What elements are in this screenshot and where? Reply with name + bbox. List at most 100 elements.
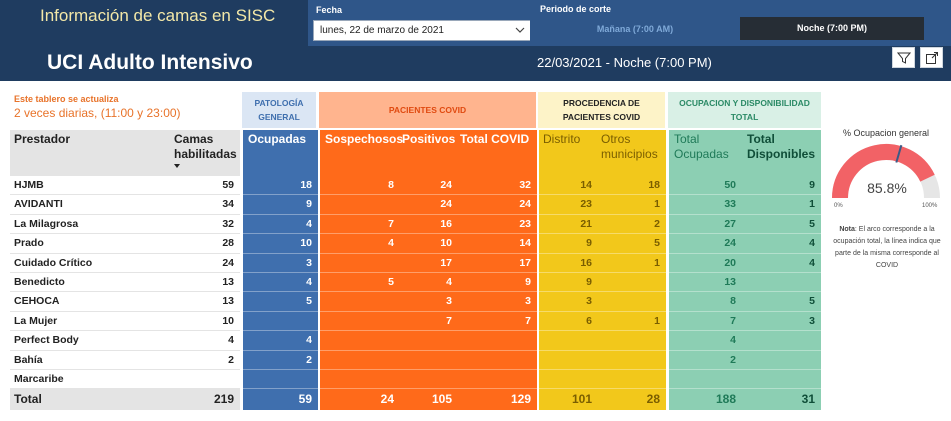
row-cell-camas: 32 — [172, 215, 240, 235]
row-cell-camas: 13 — [172, 292, 240, 312]
col-header-sospechosos[interactable]: Sospechosos — [325, 132, 404, 146]
total-positivos: 105 — [431, 392, 452, 406]
row-cell-camas: 4 — [172, 331, 240, 351]
row-cell-total-covid — [458, 331, 537, 351]
col-header-positivos[interactable]: Positivos — [402, 132, 456, 146]
row-cell-positivos: 10 — [400, 234, 458, 254]
period-filter-label: Periodo de corte — [540, 4, 612, 14]
group-header-procedencia: PROCEDENCIA DE PACIENTES COVID — [538, 92, 665, 128]
col-header-prestador[interactable]: Prestador — [14, 132, 71, 146]
row-cell-positivos: 4 — [400, 273, 458, 293]
row-cell-distrito: 6 — [539, 312, 598, 332]
row-cell-total-ocupadas — [669, 370, 742, 390]
sort-desc-icon — [174, 164, 180, 168]
total-sospechosos: 24 — [380, 392, 394, 406]
row-cell-otros — [598, 273, 666, 293]
row-cell-distrito: 21 — [539, 215, 598, 235]
total-total-disponibles: 31 — [801, 392, 815, 406]
row-cell-total-disponibles: 1 — [742, 195, 821, 215]
row-cell-positivos: 24 — [400, 176, 458, 196]
row-cell-otros — [598, 331, 666, 351]
row-cell-total-ocupadas: 33 — [669, 195, 742, 215]
row-cell-ocupadas: 2 — [243, 351, 318, 370]
filter-icon — [897, 52, 911, 64]
row-prestador: Cuidado Crítico — [10, 254, 172, 273]
row-cell-camas: 24 — [172, 254, 240, 273]
col-header-total-disponibles[interactable]: Total Disponibles — [747, 132, 816, 161]
col-header-total-ocupadas[interactable]: Total Ocupadas — [674, 132, 729, 161]
row-cell-sospechosos: 4 — [320, 234, 400, 254]
total-otros: 28 — [646, 392, 660, 406]
row-cell-ocupadas: 4 — [243, 215, 318, 235]
row-cell-sospechosos: 7 — [320, 215, 400, 235]
row-cell-positivos: 17 — [400, 254, 458, 273]
col-header-distrito[interactable]: Distrito — [543, 132, 581, 146]
period-option-noche[interactable]: Noche (7:00 PM) — [740, 17, 924, 40]
row-cell-distrito: 14 — [539, 176, 598, 196]
expand-button[interactable] — [920, 47, 943, 68]
row-cell-total-disponibles: 4 — [742, 254, 821, 273]
row-cell-positivos — [400, 331, 458, 351]
period-option-manana[interactable]: Mañana (7:00 AM) — [596, 24, 674, 34]
row-cell-ocupadas: 10 — [243, 234, 318, 254]
row-cell-distrito: 23 — [539, 195, 598, 215]
row-cell-otros: 1 — [598, 254, 666, 273]
row-cell-otros — [598, 292, 666, 312]
gauge-covid-marker — [895, 144, 903, 163]
gauge-note-text: : El arco corresponde a la ocupación tot… — [833, 226, 941, 269]
row-cell-sospechosos — [320, 254, 400, 273]
row-cell-camas: 28 — [172, 234, 240, 254]
date-select-value: lunes, 22 de marzo de 2021 — [320, 25, 444, 36]
row-cell-total-disponibles: 4 — [742, 234, 821, 254]
row-cell-otros: 2 — [598, 215, 666, 235]
row-cell-positivos: 7 — [400, 312, 458, 332]
row-cell-distrito — [539, 351, 598, 370]
row-cell-camas: 2 — [172, 351, 240, 370]
procedencia-column-bg — [539, 130, 666, 410]
row-cell-total-ocupadas: 4 — [669, 331, 742, 351]
expand-icon — [926, 52, 938, 64]
row-cell-positivos: 16 — [400, 215, 458, 235]
col-header-ocupadas[interactable]: Ocupadas — [248, 132, 307, 146]
update-notice-line1: Este tablero se actualiza — [14, 94, 119, 104]
row-cell-total-disponibles — [742, 370, 821, 390]
row-cell-total-disponibles — [742, 331, 821, 351]
positivos-column: 24 24 16 10 17 4 3 7 — [400, 176, 458, 390]
date-select[interactable]: lunes, 22 de marzo de 2021 — [313, 20, 531, 41]
row-cell-positivos: 3 — [400, 292, 458, 312]
row-cell-total-covid: 9 — [458, 273, 537, 293]
row-cell-total-ocupadas: 27 — [669, 215, 742, 235]
chevron-down-icon — [515, 27, 525, 33]
row-cell-otros: 5 — [598, 234, 666, 254]
date-filter-label: Fecha — [316, 5, 343, 15]
row-cell-ocupadas: 9 — [243, 195, 318, 215]
col-header-camas[interactable]: Camas habilitadas — [174, 132, 237, 161]
filter-button[interactable] — [892, 47, 915, 68]
row-cell-ocupadas — [243, 370, 318, 390]
row-cell-ocupadas: 4 — [243, 331, 318, 351]
col-header-total-covid[interactable]: Total COVID — [460, 132, 530, 146]
row-prestador: Perfect Body — [10, 331, 172, 351]
row-cell-total-disponibles — [742, 351, 821, 370]
row-cell-sospechosos — [320, 292, 400, 312]
row-cell-distrito: 9 — [539, 234, 598, 254]
app-title: Información de camas en SISC — [40, 6, 276, 25]
row-cell-total-ocupadas: 2 — [669, 351, 742, 370]
row-prestador: CEHOCA — [10, 292, 172, 312]
row-cell-sospechosos: 8 — [320, 176, 400, 196]
group-header-ocupacion: OCUPACION Y DISPONIBILIDAD TOTAL — [668, 92, 821, 128]
row-prestador: HJMB — [10, 176, 172, 196]
col-header-otros[interactable]: Otros municipios — [601, 132, 658, 161]
row-prestador: AVIDANTI — [10, 195, 172, 215]
row-cell-total-ocupadas: 13 — [669, 273, 742, 293]
row-cell-total-disponibles: 9 — [742, 176, 821, 196]
row-prestador: Marcaribe — [10, 370, 172, 390]
row-cell-total-disponibles: 3 — [742, 312, 821, 332]
row-cell-total-covid: 7 — [458, 312, 537, 332]
row-cell-otros: 18 — [598, 176, 666, 196]
row-cell-ocupadas — [243, 312, 318, 332]
row-cell-total-covid — [458, 351, 537, 370]
gauge-note: Nota: El arco corresponde a la ocupación… — [828, 224, 946, 272]
row-cell-sospechosos: 5 — [320, 273, 400, 293]
